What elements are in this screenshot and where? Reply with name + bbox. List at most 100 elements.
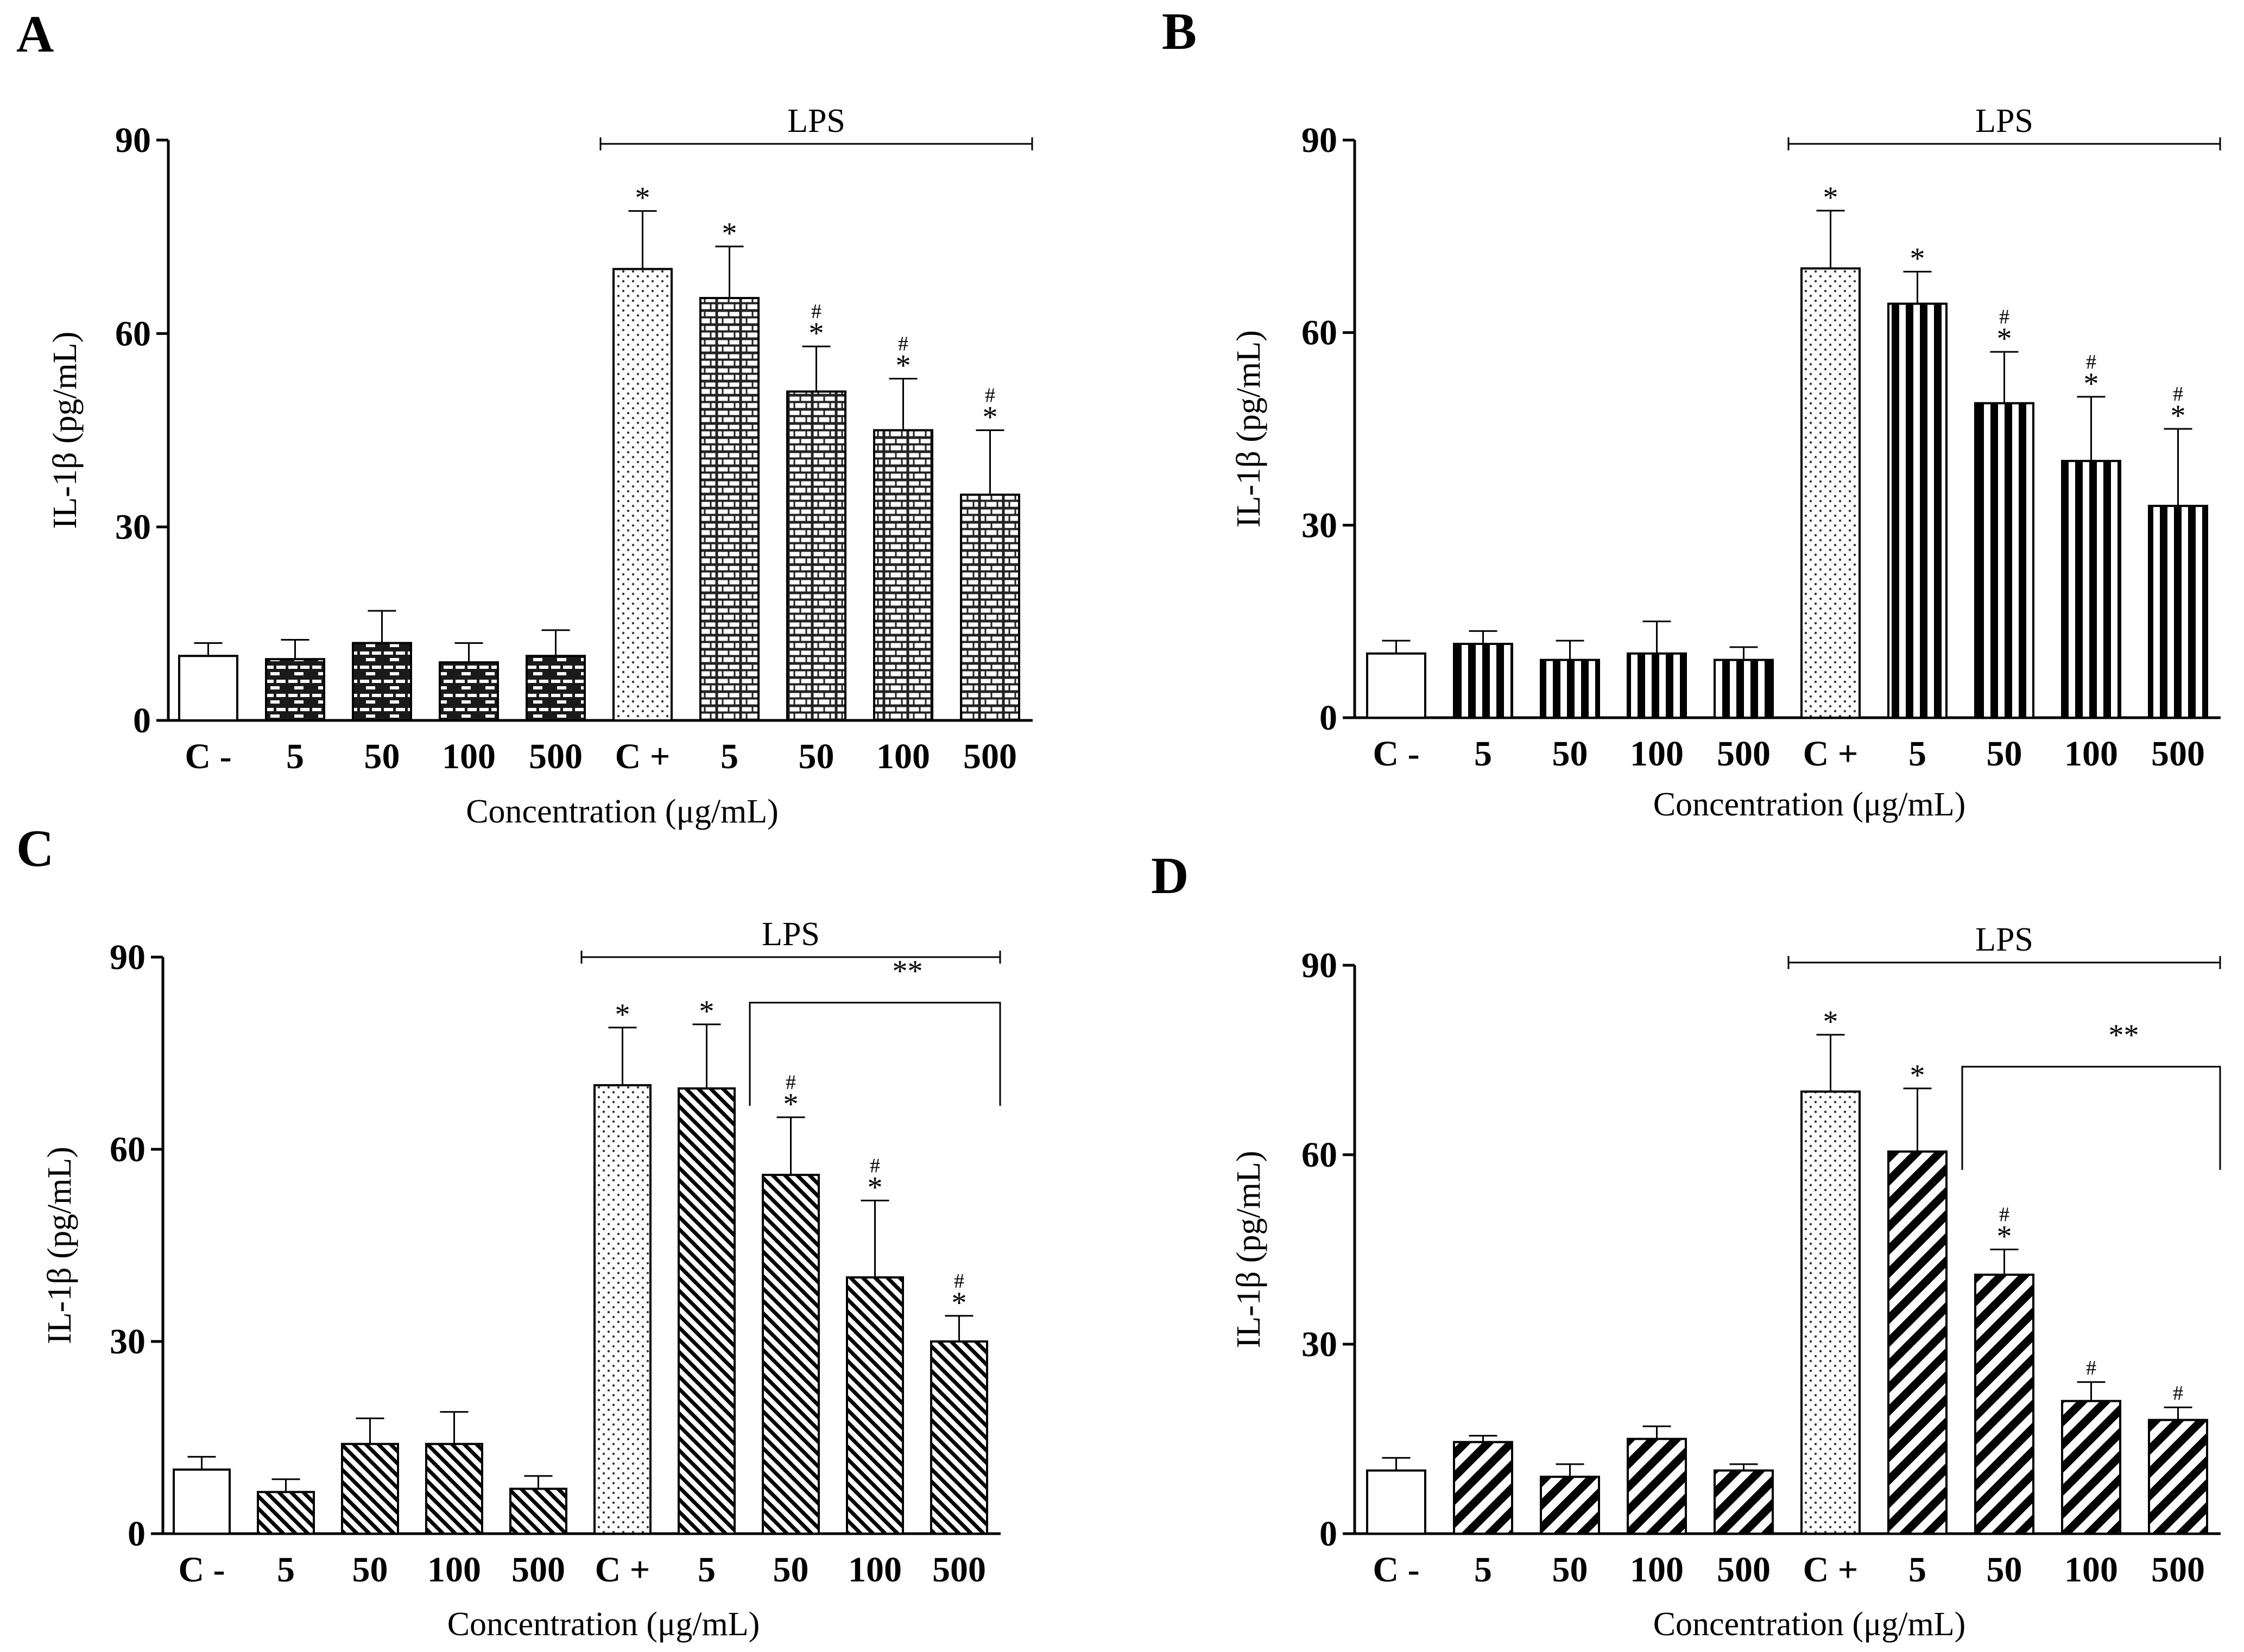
panel-letter: D bbox=[1151, 846, 1189, 904]
significance-star: * bbox=[615, 998, 630, 1031]
significance-hash: # bbox=[870, 1154, 880, 1177]
double-star-bracket bbox=[1962, 1067, 2220, 1170]
bar bbox=[2062, 461, 2120, 718]
bar bbox=[763, 1175, 819, 1534]
x-tick-label: C + bbox=[615, 737, 671, 776]
bar bbox=[2149, 1420, 2207, 1534]
bar bbox=[1801, 268, 1860, 718]
x-axis-title: Concentration (μg/mL) bbox=[447, 1606, 760, 1643]
x-tick-label: C - bbox=[1373, 1550, 1419, 1590]
y-axis-title: IL-1β (pg/mL) bbox=[41, 1147, 78, 1344]
bar bbox=[1454, 1442, 1512, 1534]
x-tick-label: 50 bbox=[799, 737, 835, 776]
panel-b: B0306090IL-1β (pg/mL)Concentration (μg/m… bbox=[1162, 2, 2221, 823]
x-tick-label: 50 bbox=[1552, 1550, 1588, 1590]
significance-hash: # bbox=[2086, 1357, 2096, 1379]
x-tick-label: 500 bbox=[1717, 1550, 1771, 1590]
bar bbox=[527, 656, 585, 720]
significance-hash: # bbox=[811, 300, 821, 323]
y-tick-label: 90 bbox=[1301, 121, 1337, 160]
bar bbox=[353, 643, 411, 720]
bar bbox=[1975, 1275, 2033, 1534]
x-tick-label: 50 bbox=[352, 1550, 388, 1590]
x-tick-label: 5 bbox=[1908, 1550, 1926, 1590]
x-tick-label: 5 bbox=[1474, 1550, 1492, 1590]
x-tick-label: 50 bbox=[1987, 734, 2022, 774]
x-tick-label: 5 bbox=[277, 1550, 295, 1590]
x-tick-label: 50 bbox=[1552, 734, 1588, 774]
bar bbox=[2062, 1401, 2120, 1534]
x-tick-label: C + bbox=[595, 1550, 650, 1590]
bar bbox=[510, 1489, 566, 1534]
lps-label: LPS bbox=[787, 103, 845, 140]
bar bbox=[1367, 654, 1425, 718]
x-tick-label: C - bbox=[178, 1550, 225, 1590]
x-tick-label: 100 bbox=[876, 737, 930, 776]
y-tick-label: 60 bbox=[110, 1130, 146, 1169]
x-tick-label: 5 bbox=[1474, 734, 1492, 774]
double-star-label: ** bbox=[893, 954, 923, 988]
x-tick-label: 5 bbox=[720, 737, 738, 776]
significance-hash: # bbox=[2173, 383, 2183, 406]
bar bbox=[342, 1444, 398, 1534]
x-tick-label: 5 bbox=[286, 737, 304, 776]
x-tick-label: 50 bbox=[364, 737, 400, 776]
bar bbox=[1888, 1151, 1946, 1534]
bar bbox=[1541, 1477, 1599, 1534]
bar bbox=[1628, 1439, 1686, 1534]
x-tick-label: 500 bbox=[511, 1550, 565, 1590]
y-tick-label: 0 bbox=[128, 1514, 146, 1554]
significance-hash: # bbox=[985, 384, 995, 407]
significance-hash: # bbox=[2173, 1382, 2183, 1404]
x-tick-label: 100 bbox=[2064, 1550, 2118, 1590]
significance-hash: # bbox=[1999, 1204, 2009, 1226]
bar bbox=[847, 1277, 903, 1534]
bar bbox=[1715, 1471, 1773, 1534]
bar bbox=[266, 659, 324, 720]
significance-hash: # bbox=[954, 1270, 964, 1293]
panel-d: D 0 30 60 90 IL-1β (pg/mL) Concentration (μg/m… bbox=[1151, 846, 2221, 1643]
y-tick-label: 60 bbox=[115, 314, 151, 353]
x-tick-label: 5 bbox=[1908, 734, 1926, 774]
x-axis-title: Concentration (μg/mL) bbox=[1653, 786, 1966, 823]
x-tick-label: 50 bbox=[1987, 1550, 2022, 1590]
panel-letter: B bbox=[1162, 2, 1197, 60]
y-tick-label: 30 bbox=[1301, 1325, 1337, 1364]
bar bbox=[1801, 1092, 1860, 1534]
x-tick-label: 500 bbox=[932, 1550, 986, 1590]
bar bbox=[931, 1341, 987, 1534]
x-tick-label: C + bbox=[1803, 734, 1859, 774]
figure-panel-grid: A 0 30 60 90 IL-1β (pg/mL) Concentration (μg/m… bbox=[0, 0, 2244, 1649]
y-tick-label: 60 bbox=[1301, 313, 1337, 353]
bar bbox=[1454, 644, 1512, 718]
bar bbox=[961, 495, 1019, 720]
bar bbox=[787, 391, 845, 720]
panel-a: A 0 30 60 90 IL-1β (pg/mL) Concentration (μg/m… bbox=[16, 5, 1033, 830]
bar bbox=[1367, 1471, 1425, 1534]
panel-letter: A bbox=[16, 5, 54, 63]
x-tick-label: C - bbox=[1373, 734, 1419, 774]
x-tick-label: 50 bbox=[773, 1550, 809, 1590]
x-tick-label: 100 bbox=[1630, 1550, 1684, 1590]
bar bbox=[174, 1470, 230, 1534]
y-tick-label: 60 bbox=[1301, 1135, 1337, 1175]
bar bbox=[614, 269, 672, 720]
bar bbox=[595, 1085, 650, 1534]
bar bbox=[1975, 403, 2033, 718]
x-axis-title: Concentration (μg/mL) bbox=[1653, 1606, 1966, 1643]
lps-label: LPS bbox=[1975, 103, 2033, 140]
bar bbox=[1628, 654, 1686, 718]
significance-star: * bbox=[1823, 181, 1838, 214]
bar bbox=[440, 662, 498, 720]
bar bbox=[1715, 660, 1773, 718]
significance-star: * bbox=[1823, 1005, 1838, 1039]
y-axis-title: IL-1β (pg/mL) bbox=[1230, 1151, 1267, 1349]
y-axis-title: IL-1β (pg/mL) bbox=[1230, 330, 1267, 528]
x-tick-label: 100 bbox=[848, 1550, 902, 1590]
y-tick-label: 90 bbox=[110, 938, 146, 977]
bar bbox=[426, 1444, 482, 1534]
bar bbox=[700, 298, 758, 720]
x-tick-label: 500 bbox=[529, 737, 583, 776]
double-star-label: ** bbox=[2109, 1018, 2139, 1052]
lps-label: LPS bbox=[762, 916, 820, 953]
